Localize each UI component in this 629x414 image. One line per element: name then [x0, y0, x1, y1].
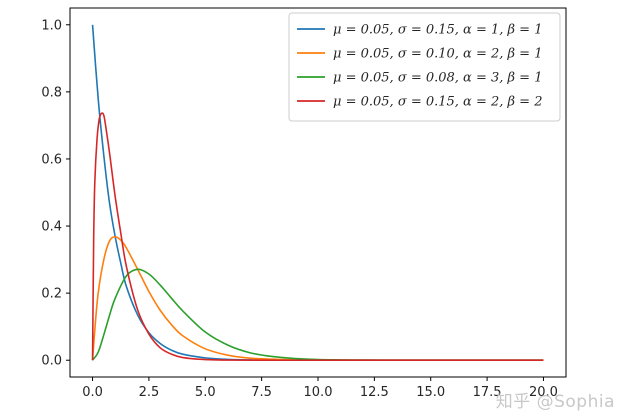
- series-lines: [91, 24, 544, 362]
- legend-label-2: μ = 0.05, σ = 0.10, α = 2, β = 1: [333, 47, 542, 62]
- x-tick-label: 17.5: [473, 385, 502, 400]
- x-tick-label: 12.5: [360, 385, 389, 400]
- y-tick-label: 0.4: [41, 220, 62, 235]
- x-tick-label: 5.0: [195, 385, 216, 400]
- legend-label-3: μ = 0.05, σ = 0.08, α = 3, β = 1: [333, 71, 542, 86]
- x-tick-label: 2.5: [139, 385, 160, 400]
- legend-label-1: μ = 0.05, σ = 0.15, α = 1, β = 1: [333, 23, 542, 38]
- legend-box: [288, 12, 561, 122]
- x-tick-label: 15.0: [416, 385, 445, 400]
- x-tick-label: 20.0: [529, 385, 558, 400]
- y-tick-label: 0.8: [41, 85, 62, 100]
- x-tick-label: 7.5: [251, 385, 272, 400]
- legend-label-4: μ = 0.05, σ = 0.15, α = 2, β = 2: [333, 95, 542, 110]
- x-tick-label: 10.0: [304, 385, 333, 400]
- plot-frame: [69, 7, 567, 378]
- y-tick-label: 0.2: [41, 287, 62, 302]
- watermark: 知乎 @Sophia: [495, 392, 615, 412]
- series-line-4: [91, 112, 544, 362]
- x-tick-label: 0.0: [82, 385, 103, 400]
- series-line-3: [91, 268, 544, 362]
- series-line-2: [91, 235, 544, 362]
- x-ticks: 0.0 2.5 5.0 7.5 10.0 12.5 15.0 17.5 20.0: [82, 377, 558, 400]
- y-ticks: 0.0 0.2 0.4 0.6 0.8 1.0: [41, 18, 70, 369]
- legend: μ = 0.05, σ = 0.15, α = 1, β = 1 μ = 0.05…: [288, 12, 561, 122]
- y-tick-label: 1.0: [41, 18, 62, 33]
- y-tick-label: 0.0: [41, 354, 62, 369]
- y-tick-label: 0.6: [41, 152, 62, 167]
